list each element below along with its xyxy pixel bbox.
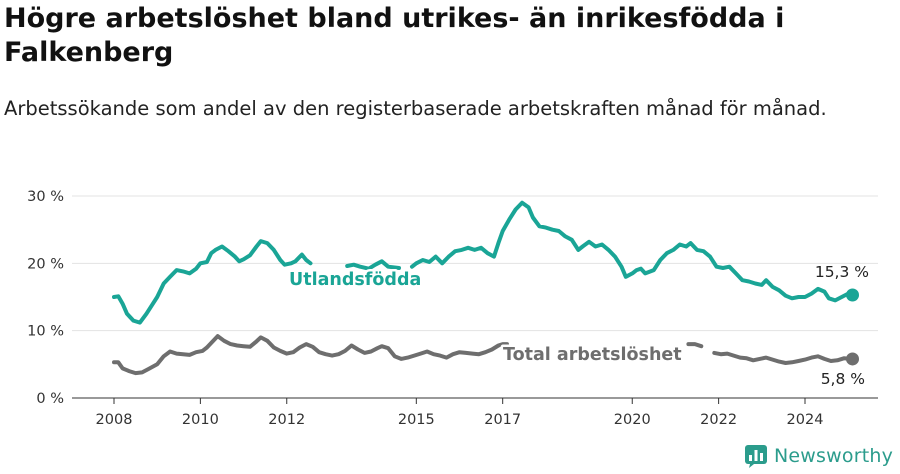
y-tick-label: 0 % bbox=[36, 391, 64, 407]
series-line-total-arbetsloshet bbox=[112, 334, 855, 376]
x-tick-label: 2010 bbox=[182, 412, 219, 428]
y-tick-label: 30 % bbox=[27, 189, 64, 205]
series-end-marker-total-arbetsloshet bbox=[846, 352, 860, 366]
series-line-utlandsfodda bbox=[112, 200, 855, 325]
grid-lines bbox=[72, 195, 878, 332]
x-tick-label: 2015 bbox=[398, 412, 435, 428]
y-tick-label: 10 % bbox=[27, 324, 64, 340]
axes: 0 % 10 % 20 % 30 % 2008 2010 2012 2015 2017 2020 2… bbox=[27, 189, 878, 428]
end-value-label-total-arbetsloshet: 5,8 % bbox=[821, 370, 865, 388]
x-tick-label: 2024 bbox=[787, 412, 824, 428]
labels: Utlandsfödda Total arbetslöshet 15,3 % 5,8 … bbox=[287, 263, 870, 388]
series-label-total-arbetsloshet: Total arbetslöshet bbox=[503, 345, 682, 365]
series-label-utlandsfodda: Utlandsfödda bbox=[289, 270, 421, 290]
chart-subtitle: Arbetssökande som andel av den registerb… bbox=[4, 97, 827, 120]
series-end-marker-utlandsfodda bbox=[846, 288, 860, 302]
brand-logo: Newsworthy bbox=[744, 441, 893, 471]
y-tick-label: 20 % bbox=[27, 256, 64, 272]
x-tick-label: 2017 bbox=[484, 412, 521, 428]
series-lines bbox=[112, 200, 860, 376]
brand-name: Newsworthy bbox=[774, 445, 894, 467]
chart-title: Högre arbetslöshet bland utrikes- än inr… bbox=[4, 3, 785, 68]
x-tick-label: 2022 bbox=[700, 412, 737, 428]
x-tick-label: 2008 bbox=[96, 412, 133, 428]
newsworthy-logo-icon bbox=[745, 445, 767, 468]
x-tick-label: 2020 bbox=[614, 412, 651, 428]
end-value-label-utlandsfodda: 15,3 % bbox=[815, 263, 869, 281]
x-tick-label: 2012 bbox=[268, 412, 305, 428]
